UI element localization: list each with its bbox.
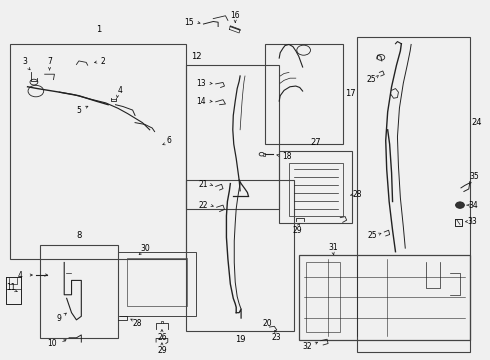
Text: 23: 23 <box>272 333 282 342</box>
Bar <box>127 258 187 306</box>
Text: 19: 19 <box>235 335 245 344</box>
Text: 18: 18 <box>282 152 291 161</box>
Text: 11: 11 <box>6 283 15 292</box>
Text: 26: 26 <box>157 333 167 342</box>
Text: 22: 22 <box>199 201 208 210</box>
Text: 9: 9 <box>57 314 62 323</box>
Bar <box>186 180 294 330</box>
Text: 2: 2 <box>101 57 106 66</box>
Text: 15: 15 <box>184 18 194 27</box>
Text: 4: 4 <box>118 86 123 95</box>
Bar <box>265 44 343 144</box>
Text: 29: 29 <box>293 226 303 235</box>
Text: 24: 24 <box>472 118 482 127</box>
Circle shape <box>456 202 465 208</box>
Bar <box>299 255 470 339</box>
Text: 8: 8 <box>76 231 81 240</box>
Text: 12: 12 <box>191 52 202 61</box>
Text: 1: 1 <box>96 25 101 34</box>
Bar <box>118 252 196 316</box>
Text: 34: 34 <box>469 201 479 210</box>
Text: 4: 4 <box>18 270 23 279</box>
Text: 5: 5 <box>76 105 81 114</box>
Text: 21: 21 <box>199 180 208 189</box>
Text: 20: 20 <box>262 319 272 328</box>
Text: 31: 31 <box>328 243 338 252</box>
Text: 35: 35 <box>470 172 480 181</box>
Bar <box>289 163 343 216</box>
Text: 28: 28 <box>133 319 142 328</box>
Text: 32: 32 <box>303 342 312 351</box>
Text: 6: 6 <box>167 136 172 145</box>
Bar <box>186 65 279 209</box>
Text: 25: 25 <box>366 75 376 84</box>
Text: 14: 14 <box>196 96 206 105</box>
Text: 16: 16 <box>230 10 240 19</box>
Text: 28: 28 <box>353 190 362 199</box>
Text: 27: 27 <box>311 138 321 147</box>
Text: 7: 7 <box>47 57 52 66</box>
Bar <box>40 244 118 338</box>
Text: 13: 13 <box>196 79 206 88</box>
Bar <box>357 37 470 352</box>
Text: 10: 10 <box>47 339 57 348</box>
Text: 33: 33 <box>467 217 477 226</box>
Text: 17: 17 <box>345 89 355 98</box>
Bar <box>306 262 340 332</box>
Text: 30: 30 <box>140 244 150 253</box>
Text: 25: 25 <box>367 231 377 240</box>
Bar <box>279 151 352 223</box>
Bar <box>10 44 186 259</box>
Text: 29: 29 <box>157 346 167 355</box>
Text: 3: 3 <box>23 57 27 66</box>
